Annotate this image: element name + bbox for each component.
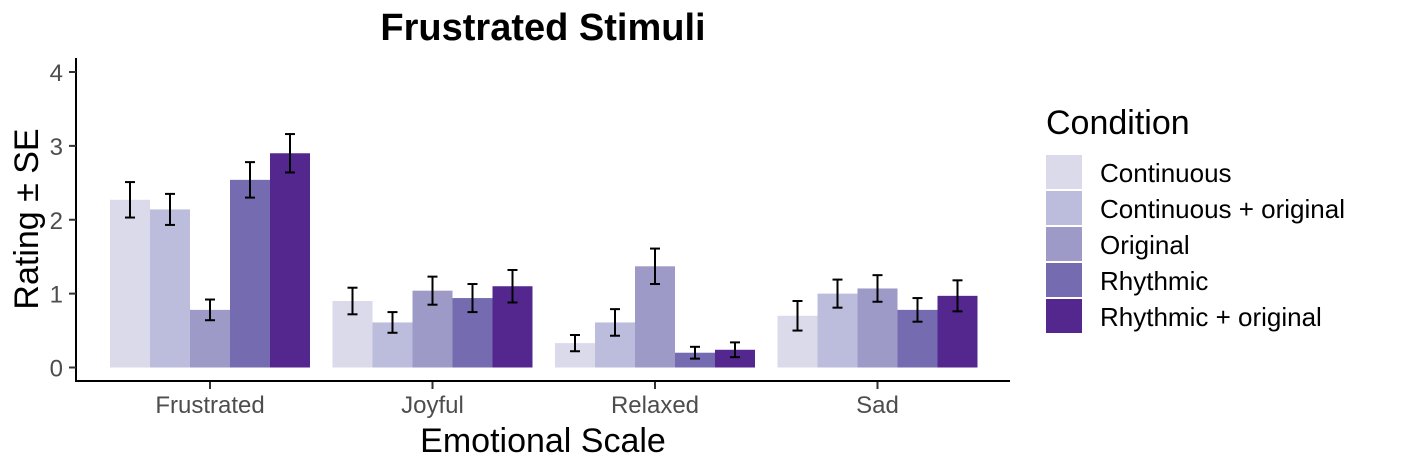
x-tick-label-sad: Sad (856, 392, 899, 419)
legend-label: Rhythmic (1100, 266, 1208, 296)
legend-swatch (1046, 263, 1082, 297)
error-bar (952, 279, 963, 313)
error-bar (610, 308, 620, 337)
bar-frustrated-4 (230, 179, 270, 368)
error-bar (690, 345, 700, 360)
legend-title: Condition (1046, 104, 1190, 142)
x-axis-title: Emotional Scale (420, 422, 666, 460)
x-tick-label-relaxed: Relaxed (611, 392, 699, 419)
error-bar (792, 300, 803, 332)
error-bar (730, 341, 740, 359)
y-axis-ticks: 0 1 2 3 4 (50, 60, 76, 383)
error-bar (570, 333, 580, 353)
plot-area (110, 133, 978, 368)
error-bar (872, 274, 883, 303)
chart-title: Frustrated Stimuli (380, 7, 705, 49)
error-bar (387, 311, 398, 334)
y-axis-title: Rating ± SE (8, 128, 46, 309)
error-bar (832, 278, 843, 309)
error-bar (467, 283, 478, 314)
legend-label: Rhythmic + original (1100, 302, 1322, 332)
bar-frustrated-1 (110, 199, 150, 368)
legend: Condition Continuous Continuous + origina… (1046, 104, 1345, 333)
bar-relaxed-4 (675, 352, 715, 368)
legend-swatch (1046, 227, 1082, 261)
error-bar (912, 297, 923, 323)
legend-swatch (1046, 299, 1082, 333)
x-tick-label-joyful: Joyful (401, 392, 464, 419)
legend-swatch (1046, 191, 1082, 225)
y-tick-label: 1 (50, 282, 63, 309)
legend-label: Continuous (1100, 158, 1232, 188)
error-bar (165, 192, 175, 226)
y-tick-label: 2 (50, 208, 63, 235)
error-bar (245, 161, 255, 199)
error-bar (205, 298, 215, 322)
x-tick-label-frustrated: Frustrated (155, 392, 264, 419)
bar-frustrated-2 (150, 209, 190, 368)
error-bar (507, 268, 518, 304)
error-bar (125, 181, 135, 219)
bar-relaxed-5 (715, 349, 755, 368)
legend-swatch (1046, 155, 1082, 189)
legend-label: Continuous + original (1100, 194, 1345, 224)
x-axis-ticks: Frustrated Joyful Relaxed Sad (155, 382, 899, 419)
error-bar (347, 286, 358, 316)
error-bar (427, 275, 438, 306)
y-tick-label: 0 (50, 356, 63, 383)
legend-label: Original (1100, 230, 1190, 260)
y-tick-label: 3 (50, 134, 63, 161)
error-bar (650, 247, 660, 286)
y-tick-label: 4 (50, 60, 63, 87)
bar-frustrated-5 (270, 153, 310, 368)
error-bar (285, 133, 295, 174)
